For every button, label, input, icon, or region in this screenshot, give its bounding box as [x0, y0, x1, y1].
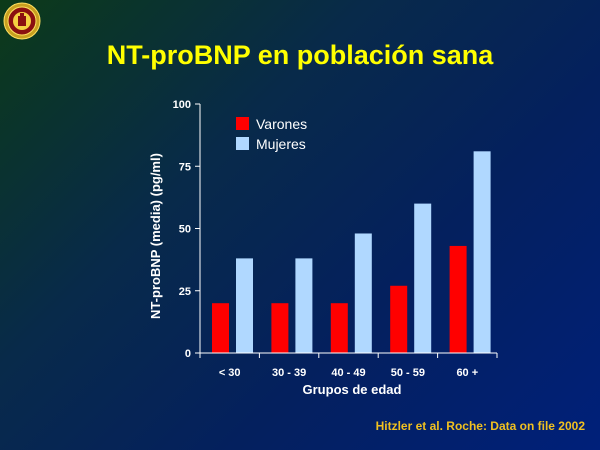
- bar-varones-1: [271, 303, 289, 353]
- bar-varones-3: [390, 285, 408, 353]
- legend-swatch-varones: [236, 117, 249, 130]
- x-axis-label: Grupos de edad: [303, 382, 402, 397]
- legend: Varones Mujeres: [236, 116, 307, 152]
- y-axis-label: NT-proBNP (media) (pg/ml): [148, 153, 163, 319]
- source-citation: Hitzler et al. Roche: Data on file 2002: [375, 419, 585, 433]
- bar-mujeres-4: [473, 151, 491, 353]
- bar-varones-4: [449, 245, 467, 353]
- bar-varones-2: [330, 303, 348, 353]
- bar-mujeres-2: [354, 233, 372, 353]
- x-tick-label: 60 +: [456, 367, 478, 379]
- x-tick-label: < 30: [219, 367, 241, 379]
- plot-area: < 30 30 - 39 40 - 49 50 - 59 60 + 0 25 50 75 100: [173, 99, 498, 379]
- bar-mujeres-3: [414, 203, 432, 353]
- y-tick-label: 25: [179, 286, 191, 298]
- bar-mujeres-0: [236, 258, 253, 353]
- legend-swatch-mujeres: [236, 137, 249, 150]
- university-seal-logo: [3, 2, 41, 40]
- y-tick-label: 0: [185, 348, 191, 360]
- y-tick-label: 100: [173, 99, 191, 111]
- bar-varones-0: [212, 303, 229, 353]
- x-tick-label: 30 - 39: [272, 367, 306, 379]
- y-axis-label-group: NT-proBNP (media) (pg/ml): [148, 153, 163, 319]
- x-tick-label: 40 - 49: [331, 367, 365, 379]
- y-tick-label: 75: [179, 161, 191, 173]
- legend-label-mujeres: Mujeres: [256, 136, 306, 152]
- slide-title: NT-proBNP en población sana: [106, 40, 494, 70]
- bar-mujeres-1: [295, 258, 313, 353]
- y-tick-label: 50: [179, 224, 191, 236]
- x-tick-label: 50 - 59: [391, 367, 425, 379]
- legend-label-varones: Varones: [256, 116, 307, 132]
